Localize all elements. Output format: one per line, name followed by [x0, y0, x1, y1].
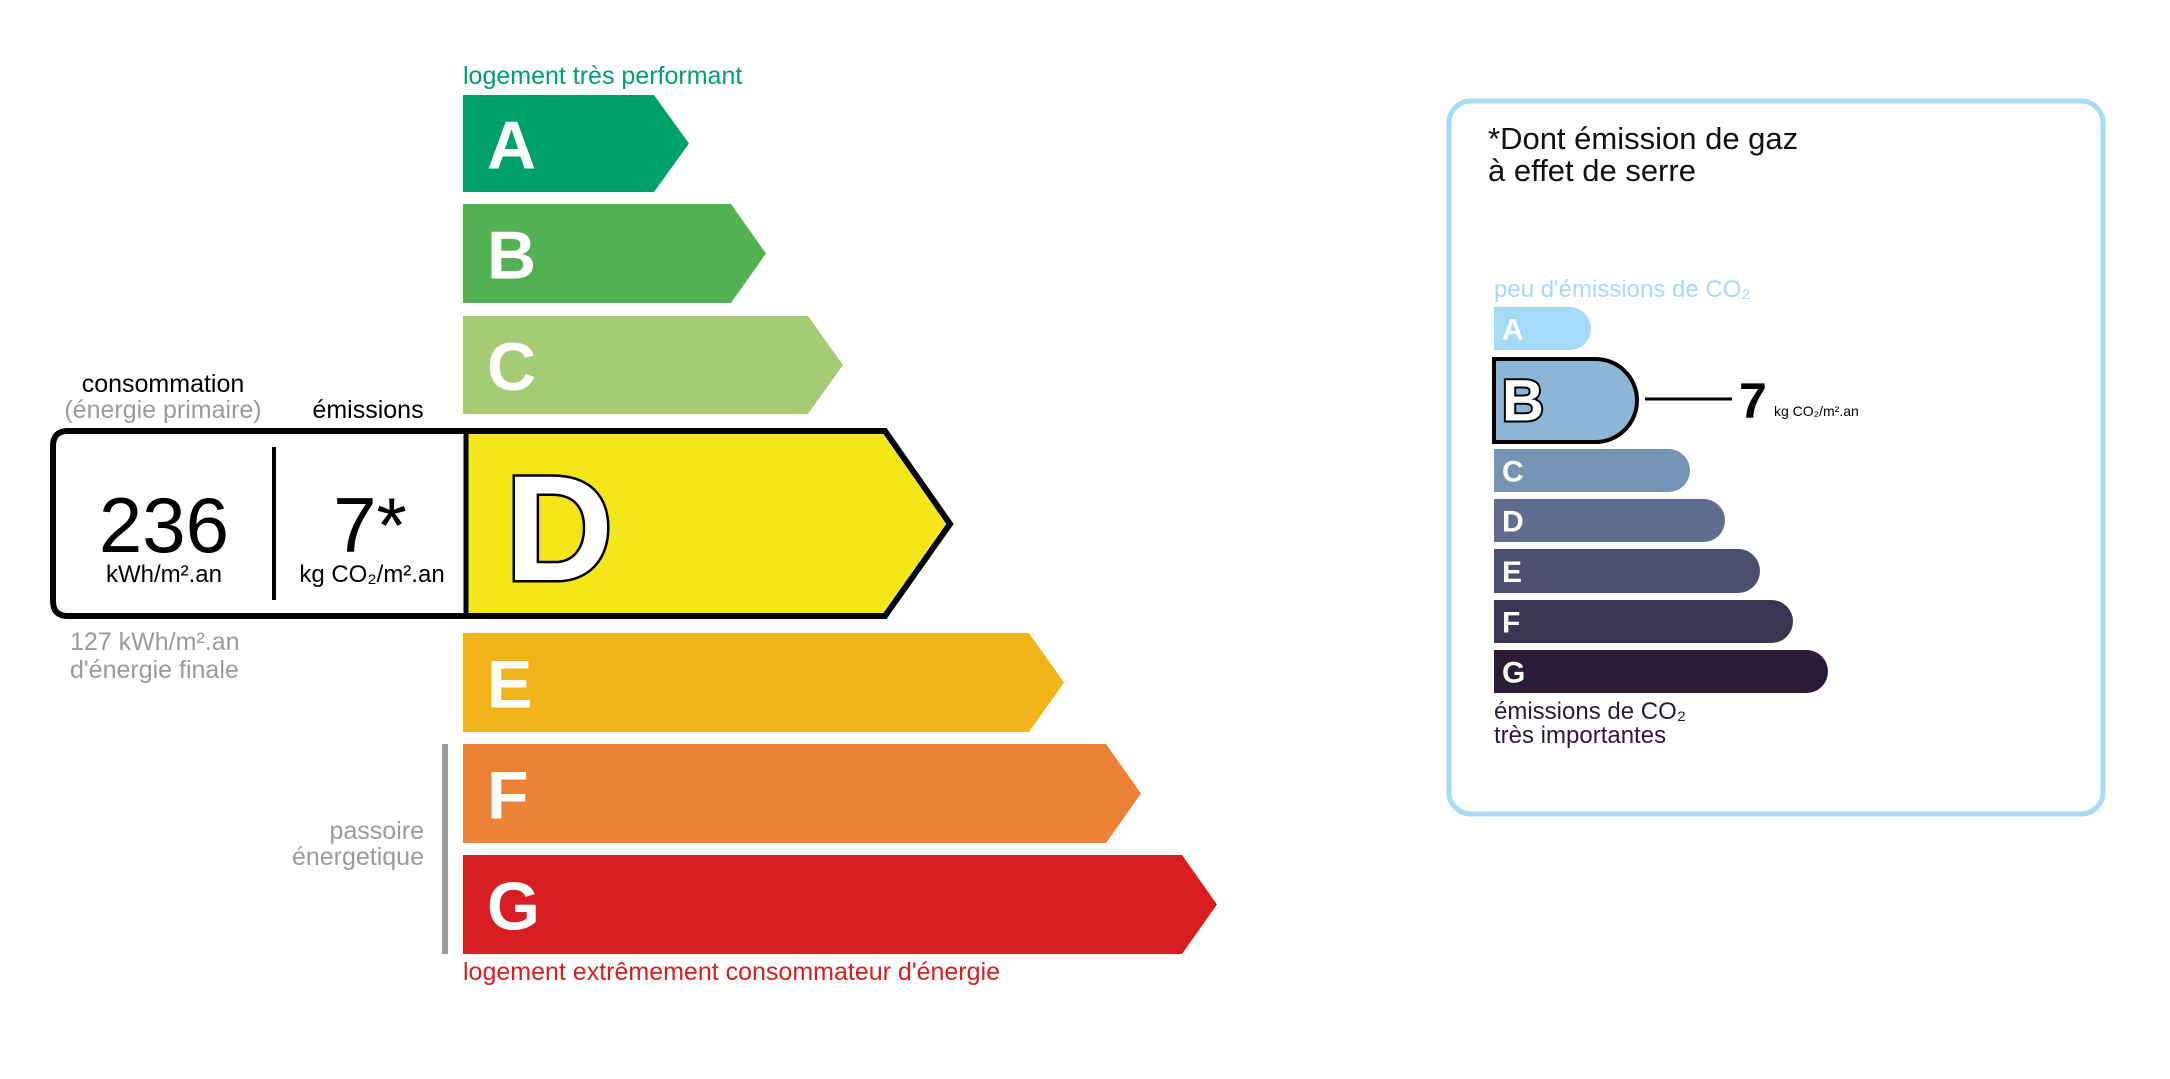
ghg-class-letter: E [1502, 556, 1522, 589]
emissions-value: 7* [333, 481, 407, 569]
ghg-class-letter: C [1502, 456, 1524, 489]
ghg-class-letter: A [1502, 314, 1524, 347]
consumption-unit: kWh/m².an [106, 561, 222, 588]
energy-top-label: logement très performant [463, 62, 742, 90]
energy-bottom-label: logement extrêmement consommateur d'éner… [463, 958, 1000, 986]
ghg-class-a-bar [1494, 307, 1591, 350]
emissions-heading: émissions [312, 396, 423, 424]
final-energy-label: d'énergie finale [70, 656, 239, 684]
energy-class-letter: B [487, 218, 536, 294]
ghg-title-1: *Dont émission de gaz [1488, 121, 1798, 156]
passoire-bracket [442, 744, 448, 954]
passoire-label-1: passoire [330, 817, 425, 845]
energy-class-b-bar [463, 204, 766, 303]
emissions-unit: kg CO₂/m².an [299, 561, 444, 588]
energy-class-f-bar [463, 744, 1141, 843]
ghg-class-d-bar [1494, 499, 1725, 542]
energy-class-letter: A [487, 108, 536, 184]
ghg-bottom-label-1: émissions de CO₂ [1494, 698, 1686, 725]
ghg-class-c-bar [1494, 449, 1690, 492]
energy-class-d-bar [466, 434, 946, 613]
consumption-heading: consommation [82, 370, 245, 398]
ghg-bottom-label-2: très importantes [1494, 722, 1666, 749]
passoire-label-2: énergetique [292, 843, 424, 871]
ghg-title-2: à effet de serre [1488, 153, 1696, 188]
energy-class-c-bar [463, 316, 843, 414]
ghg-class-letter: B [1502, 369, 1544, 434]
energy-class-g-bar [463, 855, 1217, 954]
energy-class-letter: F [487, 758, 529, 834]
energy-class-letter: G [487, 869, 540, 945]
ghg-top-label: peu d'émissions de CO₂ [1494, 276, 1751, 303]
final-energy-value: 127 kWh/m².an [70, 628, 240, 656]
ghg-class-letter: F [1502, 607, 1520, 640]
energy-class-letter: E [487, 647, 532, 723]
ghg-class-letter: G [1502, 657, 1525, 690]
energy-class-letter: C [487, 329, 536, 405]
energy-class-e-bar [463, 633, 1064, 732]
ghg-class-letter: D [1502, 506, 1524, 539]
ghg-class-g-bar [1494, 650, 1828, 693]
consumption-value: 236 [99, 481, 229, 569]
consumption-subheading: (énergie primaire) [64, 396, 261, 424]
energy-class-a-bar [463, 95, 689, 192]
ghg-class-f-bar [1494, 600, 1793, 643]
ghg-value: 7 [1739, 373, 1767, 429]
energy-current-box: D 236 kWh/m².an 7* kg CO₂/m².an [50, 428, 954, 619]
ghg-class-b-bar [1492, 357, 1639, 444]
ghg-unit: kg CO₂/m².an [1774, 403, 1859, 419]
ghg-class-e-bar [1494, 549, 1760, 593]
energy-class-bars: ABC EFG [463, 95, 1217, 954]
energy-current-letter: D [505, 444, 613, 612]
